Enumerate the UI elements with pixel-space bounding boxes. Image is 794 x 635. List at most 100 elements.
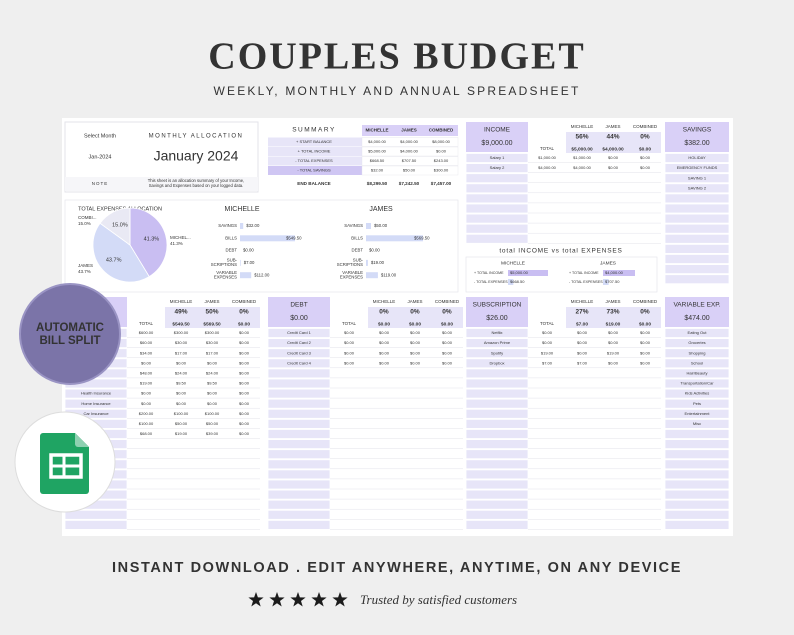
label: $0.00 xyxy=(379,340,390,345)
row-name-cell xyxy=(465,479,529,490)
label: $0.00 xyxy=(442,360,453,365)
row-name-cell xyxy=(465,193,529,204)
list-cell xyxy=(664,449,730,460)
label: $68.00 xyxy=(140,431,153,436)
row-name-cell xyxy=(465,368,529,379)
footer-line: INSTANT DOWNLOAD . EDIT ANYWHERE, ANYTIM… xyxy=(112,560,682,576)
label: $1,000.00 xyxy=(538,155,557,160)
row-name-cell xyxy=(465,213,529,224)
bar-label: BILLS xyxy=(225,235,237,240)
label: $0.00 xyxy=(379,350,390,355)
list-cell xyxy=(664,368,730,379)
list-cell xyxy=(664,153,730,163)
label: $0.00 xyxy=(379,330,390,335)
row-name-cell xyxy=(465,398,529,409)
label: 0% xyxy=(410,309,420,316)
label: COMBINED xyxy=(633,299,658,304)
label: $0.00 xyxy=(639,146,651,152)
label: $7,457.00 xyxy=(431,181,452,186)
section-title: INCOME xyxy=(484,127,511,134)
section-total: $26.00 xyxy=(486,315,508,322)
label: $0.00 xyxy=(608,340,619,345)
list-cell xyxy=(664,439,730,450)
label: $50.00 xyxy=(206,421,219,426)
label: $0.00 xyxy=(141,360,152,365)
label: $24.00 xyxy=(206,370,219,375)
label: $24.00 xyxy=(175,370,188,375)
label: JAMES xyxy=(600,260,616,266)
label: $5,000.00 xyxy=(510,270,529,275)
row-name-cell xyxy=(465,449,529,460)
row-name-cell xyxy=(465,348,529,359)
label: Eating Out xyxy=(688,330,708,335)
label: Misc xyxy=(693,421,701,426)
row-name-cell xyxy=(64,509,128,520)
label: $39.00 xyxy=(206,431,219,436)
summary-row xyxy=(268,156,362,166)
bar xyxy=(366,235,423,242)
label: $19.00 xyxy=(541,350,554,355)
label: $0.00 xyxy=(441,321,453,327)
label: Home Insurance xyxy=(81,401,111,406)
bar xyxy=(366,259,368,266)
label: 0% xyxy=(379,309,389,316)
bar-value: $119.00 xyxy=(381,272,397,277)
pie-legend-value: 41.3% xyxy=(170,241,183,246)
bar-label: BILLS xyxy=(351,235,363,240)
bar-label: SAVINGS xyxy=(344,223,363,228)
label: $300.00 xyxy=(434,168,449,173)
label: $34.00 xyxy=(140,350,153,355)
label: total INCOME vs total EXPENSES xyxy=(499,248,622,255)
label: $9.50 xyxy=(207,381,218,386)
label: MICHELLE xyxy=(170,299,193,304)
list-cell xyxy=(664,459,730,470)
star xyxy=(311,592,327,607)
label: $0.00 xyxy=(176,401,187,406)
label: Credit Card 4 xyxy=(287,360,312,365)
label: 44% xyxy=(606,134,619,141)
label: School xyxy=(691,360,703,365)
label: MONTHLY ALLOCATION xyxy=(149,134,244,140)
bar-label: SAVINGS xyxy=(218,223,237,228)
list-cell xyxy=(664,213,730,224)
label: Shopping xyxy=(689,350,706,355)
ie-bar xyxy=(508,270,548,276)
label: $549.50 xyxy=(172,321,190,327)
row-name-cell xyxy=(465,408,529,419)
pie-slice xyxy=(99,207,131,246)
label: TOTAL xyxy=(540,146,555,151)
list-cell xyxy=(664,173,730,184)
bar-value: $50.00 xyxy=(374,223,388,228)
label: Jan-2024 xyxy=(89,154,112,160)
label: $0.00 xyxy=(344,330,355,335)
summary-row xyxy=(268,166,362,175)
row-name-cell xyxy=(267,439,331,450)
row-name-cell xyxy=(465,469,529,480)
label: $0.00 xyxy=(344,340,355,345)
label: $17.00 xyxy=(206,350,219,355)
badge-text: AUTOMATIC xyxy=(36,322,104,334)
label: $0.00 xyxy=(344,360,355,365)
row-name-cell xyxy=(267,499,331,510)
row-name-cell xyxy=(465,223,529,234)
label: 73% xyxy=(606,309,619,316)
label: $7.00 xyxy=(542,360,553,365)
label: $0.00 xyxy=(640,340,651,345)
subtitle: WEEKLY, MONTHLY AND ANNUAL SPREADSHEET xyxy=(213,84,580,98)
label: $0.00 xyxy=(436,149,447,154)
chart-frame xyxy=(64,199,459,293)
list-cell xyxy=(664,489,730,500)
label: COMBINED xyxy=(232,299,257,304)
label: $0.00 xyxy=(239,421,250,426)
list-cell xyxy=(664,163,730,174)
list-cell xyxy=(664,243,730,254)
ie-bar xyxy=(603,270,635,276)
badge-text: BILL SPLIT xyxy=(39,335,100,347)
row-name-cell xyxy=(64,520,128,530)
label: $7.00 xyxy=(577,360,588,365)
row-name-cell xyxy=(267,489,331,500)
label: $0.00 xyxy=(577,350,588,355)
section-title: DEBT xyxy=(290,302,307,309)
label: $0.00 xyxy=(239,411,250,416)
label: $668.50 xyxy=(370,158,385,163)
